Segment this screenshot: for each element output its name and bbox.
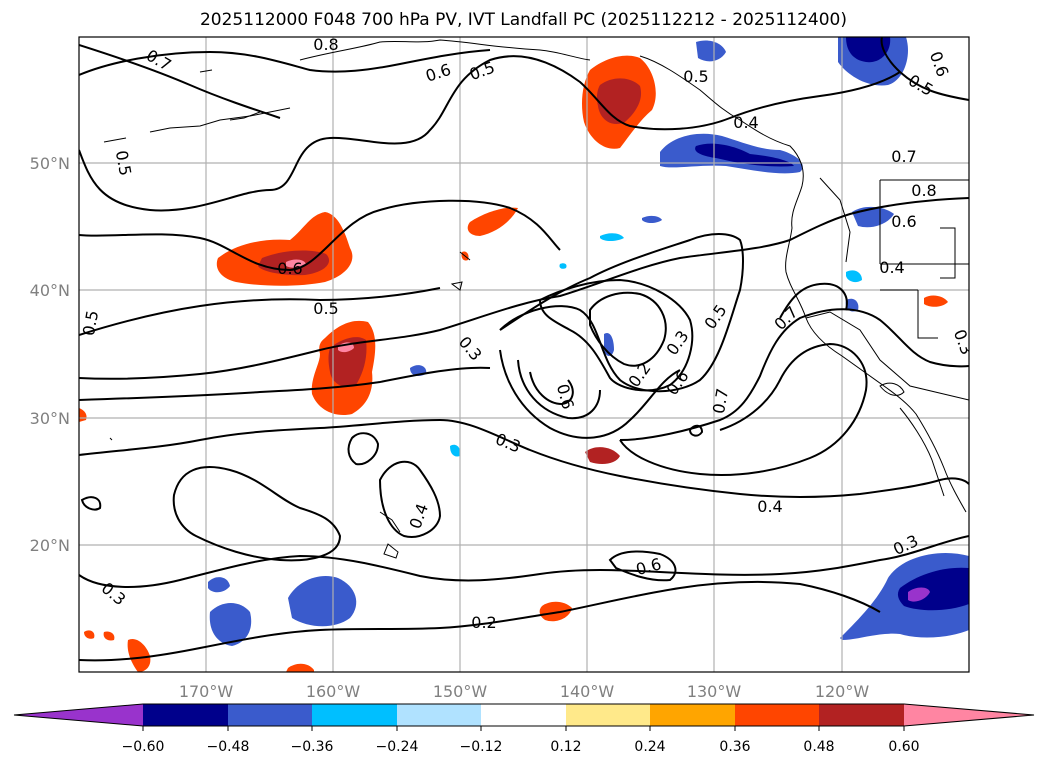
contour-label: 0.5: [683, 67, 708, 86]
contour-label: 0.7: [709, 387, 732, 415]
negative-anomaly-136w-44n: [600, 233, 624, 241]
contour-label: 0.6: [277, 259, 302, 278]
negative-anomaly-130w-57n: [696, 40, 726, 62]
contour-label: 0.7: [891, 147, 916, 166]
contour-label: 0.4: [757, 497, 782, 516]
contour-label: 0.5: [313, 299, 338, 318]
lon-tick-label: 140°W: [560, 682, 615, 701]
colorbar-segment: [143, 704, 228, 726]
colorbar-segment: [481, 704, 566, 726]
colorbar-tick-label: 0.60: [888, 739, 919, 755]
negative-anomaly-169w-17n: [208, 577, 230, 593]
lon-tick-label: 130°W: [687, 682, 742, 701]
negative-anomaly-140w-42n: [559, 263, 567, 269]
colorbar-tick-marks: [142, 726, 905, 731]
gridlines: [79, 37, 969, 672]
negative-anomaly-163w-14n: [288, 576, 357, 627]
colorbar-tick-label: 0.24: [634, 739, 665, 755]
negative-anomaly-117w-24n-peak: [908, 587, 930, 602]
filled-anomalies: [79, 37, 969, 672]
colorbar-tick-label: 0.48: [803, 739, 834, 755]
colorbar: −0.60 −0.48 −0.36 −0.24 −0.12 0.12 0.24 …: [13, 703, 1035, 755]
contour-label: 0.2: [471, 613, 496, 632]
lat-tick-label: 40°N: [30, 281, 70, 300]
lon-tick-label: 170°W: [179, 682, 234, 701]
contour-label: 0.8: [313, 35, 338, 54]
positive-anomaly-115w-38n: [924, 295, 948, 307]
coastlines: [103, 39, 969, 559]
lat-tick-label: 20°N: [30, 536, 70, 555]
colorbar-segment: [566, 704, 650, 726]
negative-anomaly-128w-51n-core: [695, 143, 794, 167]
colorbar-tick-label: 0.12: [550, 739, 581, 755]
contour-label: 0.8: [911, 181, 936, 200]
contour-label: 0.6: [891, 212, 916, 231]
contour-label: 0.4: [733, 113, 758, 132]
contour-label: 0.4: [879, 258, 904, 277]
colorbar-tick-label: −0.12: [460, 739, 503, 755]
positive-anomaly-162w-10n: [286, 663, 314, 672]
negative-anomaly-122w-46n: [852, 206, 894, 228]
colorbar-tick-label: −0.24: [376, 739, 419, 755]
colorbar-segment: [312, 704, 397, 726]
colorbar-tick-label: −0.48: [207, 739, 250, 755]
colorbar-segment: [397, 704, 481, 726]
positive-anomaly-143w-14n: [539, 601, 572, 622]
lat-tick-label: 30°N: [30, 409, 70, 428]
map-title: 2025112000 F048 700 hPa PV, IVT Landfall…: [199, 10, 847, 30]
colorbar-segment: [904, 704, 1034, 726]
contour-label: 0.5: [112, 149, 135, 177]
negative-anomaly-120w-41n: [846, 270, 862, 283]
positive-anomaly-175w-12n: [84, 630, 95, 639]
colorbar-segment: [650, 704, 735, 726]
positive-anomaly-170w-42n-peak: [286, 259, 306, 268]
lat-tick-labels: 50°N 40°N 30°N 20°N: [30, 154, 70, 555]
negative-anomaly-151w-27n: [450, 444, 461, 457]
positive-anomaly-172w-12n-b: [103, 631, 115, 641]
map-plot-area: 0.8 0.7 0.6 0.5 0.5 0.4 0.5 0.6 0.5 0.6 …: [79, 35, 969, 672]
lon-tick-label: 120°W: [815, 682, 870, 701]
positive-anomaly-140w-27n: [585, 447, 620, 464]
lat-tick-label: 50°N: [30, 154, 70, 173]
negative-anomaly-120w-38n: [845, 298, 859, 312]
contour-label: 0.5: [79, 309, 102, 337]
negative-anomaly-168w-13n: [209, 603, 252, 646]
positive-anomaly-172w-12n: [127, 638, 151, 672]
lon-tick-labels: 170°W 160°W 150°W 140°W 130°W 120°W: [179, 682, 870, 701]
map-frame: [78, 36, 970, 673]
colorbar-tick-label: 0.36: [719, 739, 750, 755]
positive-anomaly-152w-46n: [467, 207, 518, 236]
colorbar-segment: [14, 704, 143, 726]
lon-tick-label: 150°W: [433, 682, 488, 701]
negative-anomaly-134w-46n: [642, 215, 662, 223]
negative-anomaly-121w-57n-core: [846, 37, 891, 63]
colorbar-tick-labels: −0.60 −0.48 −0.36 −0.24 −0.12 0.12 0.24 …: [122, 739, 920, 755]
colorbar-segment: [819, 704, 904, 726]
colorbar-segment: [735, 704, 819, 726]
colorbar-tick-label: −0.60: [122, 739, 165, 755]
lon-tick-label: 160°W: [306, 682, 361, 701]
colorbar-segment: [228, 704, 312, 726]
colorbar-tick-label: −0.36: [291, 739, 334, 755]
pv-contours: [79, 37, 969, 662]
